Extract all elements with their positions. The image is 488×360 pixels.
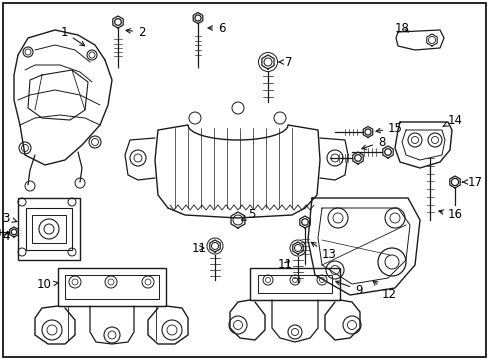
Text: 7: 7 xyxy=(279,55,292,68)
Text: 4: 4 xyxy=(2,230,10,243)
Text: 2: 2 xyxy=(126,26,145,39)
Bar xyxy=(249,268,339,300)
Text: 17: 17 xyxy=(462,175,482,189)
Text: 13: 13 xyxy=(311,242,336,261)
Bar xyxy=(26,208,72,250)
Text: 11: 11 xyxy=(192,242,206,255)
Text: 18: 18 xyxy=(394,22,409,35)
Text: 11: 11 xyxy=(278,258,292,271)
Bar xyxy=(258,275,331,293)
Bar xyxy=(65,275,159,299)
Text: 16: 16 xyxy=(438,208,462,221)
Text: 6: 6 xyxy=(207,22,225,35)
Text: 1: 1 xyxy=(61,26,84,46)
Bar xyxy=(58,268,165,306)
Text: 3: 3 xyxy=(2,211,17,225)
Text: 14: 14 xyxy=(442,113,462,127)
Bar xyxy=(18,198,80,260)
Text: 9: 9 xyxy=(335,281,362,297)
Text: 10: 10 xyxy=(37,279,58,292)
Bar xyxy=(32,215,66,243)
Text: 12: 12 xyxy=(372,281,396,302)
Text: 5: 5 xyxy=(241,208,255,221)
Text: 15: 15 xyxy=(375,122,402,135)
Text: 8: 8 xyxy=(361,135,385,149)
